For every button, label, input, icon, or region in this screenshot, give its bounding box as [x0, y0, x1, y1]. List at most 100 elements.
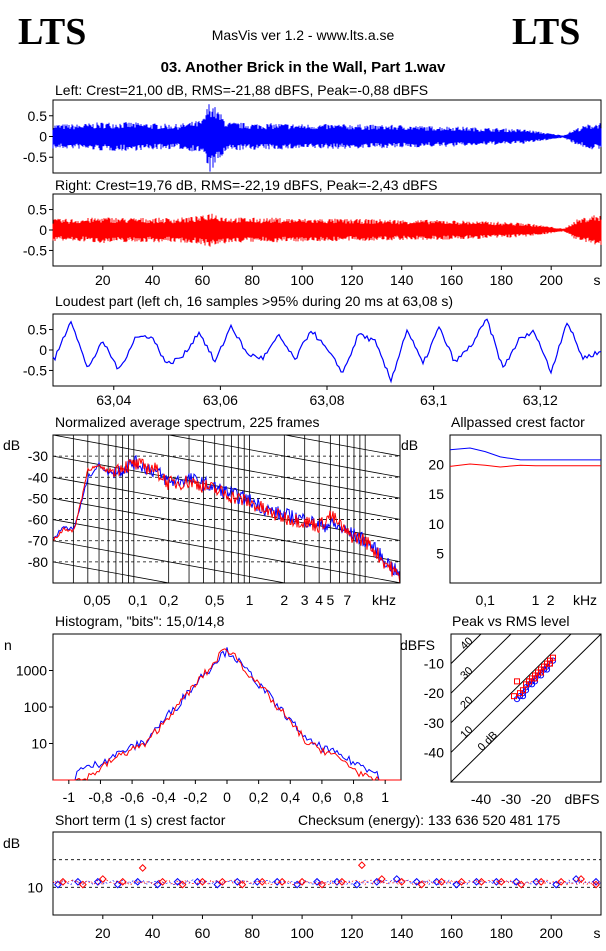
spectrum-slope: [53, 435, 400, 499]
crest-xtick-label: 140: [390, 925, 414, 941]
crest-point-right: [377, 875, 386, 883]
spectrum-xtick-label: 1: [246, 592, 254, 608]
left-wave-trace: [52, 104, 602, 172]
crest-point-right: [218, 877, 227, 886]
allpass-xunit-label: kHz: [573, 592, 597, 608]
allpass-ytick-label: 5: [436, 545, 444, 561]
crest-point-left: [572, 875, 580, 883]
spectrum-slope: [282, 435, 400, 457]
peak-rms-ytick-label: -40: [424, 744, 444, 760]
loudest-xtick-label: 63,1: [420, 392, 447, 408]
peak-rms-point-right: [511, 693, 517, 700]
histogram-xtick-label: 0: [223, 789, 231, 805]
crest-xtick-label: 160: [440, 925, 464, 941]
crest-point-left: [293, 880, 302, 889]
spectrum-title: Normalized average spectrum, 225 frames: [55, 414, 320, 430]
allpass-series-right: [449, 463, 601, 468]
spectrum-xtick-label: 3: [301, 592, 309, 608]
crest-point-right: [158, 877, 167, 886]
histogram-ytick-label: 1000: [16, 663, 47, 679]
allpass-title: Allpassed crest factor: [451, 414, 585, 430]
crest-point-right: [557, 877, 566, 886]
spectrum-xtick-label: 7: [343, 592, 351, 608]
crest-point-left: [472, 877, 481, 886]
spectrum-xunit-label: kHz: [372, 592, 396, 608]
right-wave-xtick-label: 80: [244, 272, 260, 288]
crest-point-right: [78, 880, 87, 889]
crest-series-left: [52, 879, 602, 886]
crest-point-left: [392, 875, 401, 883]
crest-point-right: [477, 877, 486, 886]
right-wave-xunit-label: s: [594, 272, 601, 288]
crest-point-right: [318, 880, 326, 889]
loudest-ytick-label: -0.5: [23, 362, 47, 378]
histogram-xtick-label: 0,8: [344, 789, 364, 805]
loudest-ytick-label: 0.5: [28, 322, 48, 338]
histogram-xtick-label: -0,4: [152, 789, 176, 805]
histogram-frame: [52, 633, 402, 781]
right-wave-xtick-label: 120: [340, 272, 364, 288]
peak-rms-diagonal: [451, 634, 512, 694]
peak-rms-point-right: [514, 678, 520, 685]
spectrum-slope: [166, 435, 400, 478]
histogram-xtick-label: 0,2: [249, 789, 269, 805]
crest-xtick-label: 80: [244, 925, 260, 941]
right-wave-xtick-label: 40: [145, 272, 161, 288]
peak-rms-ytick-label: -20: [424, 685, 444, 701]
spectrum-xtick-label: 0,05: [83, 592, 110, 608]
peak-rms-xtick-label: -30: [501, 791, 521, 807]
peak-rms-point-right: [541, 663, 547, 670]
right-wave-trace: [52, 213, 602, 247]
peak-rms-diag-label: 20: [458, 694, 475, 711]
crest-point-right: [59, 877, 67, 886]
crest-point-left: [512, 877, 521, 886]
crest-point-left: [113, 880, 122, 889]
right-wave-ytick-label: 0: [39, 222, 47, 238]
logo-left: LTS: [18, 11, 86, 53]
crest-xtick-label: 40: [145, 925, 161, 941]
histogram-title: Histogram, "bits": 15,0/14,8: [55, 613, 225, 629]
loudest-trace: [52, 318, 602, 384]
allpass-xtick-label: 2: [547, 592, 555, 608]
spectrum-slope: [53, 519, 400, 583]
peak-rms-point-right: [538, 669, 544, 676]
crest-point-right: [298, 877, 306, 886]
crest-point-left: [233, 877, 242, 886]
histogram-ytick-label: 10: [31, 736, 47, 752]
left-wave-ytick-label: 0: [39, 129, 47, 145]
crest-point-left: [432, 877, 441, 886]
histogram-xtick-label: 0,4: [281, 789, 301, 805]
right-wave-xtick-label: 180: [490, 272, 514, 288]
allpass-ylabel: dB: [401, 437, 418, 453]
spectrum-ytick-label: -60: [28, 512, 48, 528]
crest-point-right: [238, 880, 247, 889]
peak-rms-point-right: [550, 654, 556, 661]
crest-point-left: [173, 877, 182, 886]
crest-point-right: [178, 880, 187, 889]
spectrum-ylabel: dB: [3, 437, 20, 453]
right-wave-xtick-label: 140: [390, 272, 414, 288]
left-wave-title: Left: Crest=21,00 dB, RMS=-21,88 dBFS, P…: [55, 82, 428, 98]
peak-rms-diag-label: 10: [458, 724, 475, 741]
left-wave-ytick-label: -0.5: [23, 149, 47, 165]
loudest-xtick-label: 63,06: [203, 392, 238, 408]
spectrum-slope: [53, 561, 172, 583]
allpass-ytick-label: 10: [428, 516, 444, 532]
spectrum-ytick-label: -40: [28, 469, 48, 485]
histogram-xtick-label: -0,8: [88, 789, 112, 805]
peak-rms-diagonal: [451, 634, 542, 724]
spectrum-xtick-label: 4: [315, 592, 323, 608]
right-wave-xtick-label: 200: [540, 272, 564, 288]
right-wave-xtick-label: 160: [440, 272, 464, 288]
spectrum-series-right: [53, 458, 400, 583]
peak-rms-diag-label: 0 dB: [476, 729, 500, 753]
crest-point-right: [357, 861, 366, 870]
crest-point-left: [313, 877, 321, 886]
crest-point-left: [592, 877, 600, 886]
spectrum-xtick-label: 0,5: [205, 592, 225, 608]
crest-series-right: [52, 879, 602, 886]
spectrum-frame: [52, 434, 401, 584]
crest-point-left: [93, 877, 102, 886]
crest-point-right: [457, 877, 466, 886]
plot-layer: 0.50-0.50.50-0.520 40 60 80 100 120 140 160 180 2…: [16, 99, 602, 941]
